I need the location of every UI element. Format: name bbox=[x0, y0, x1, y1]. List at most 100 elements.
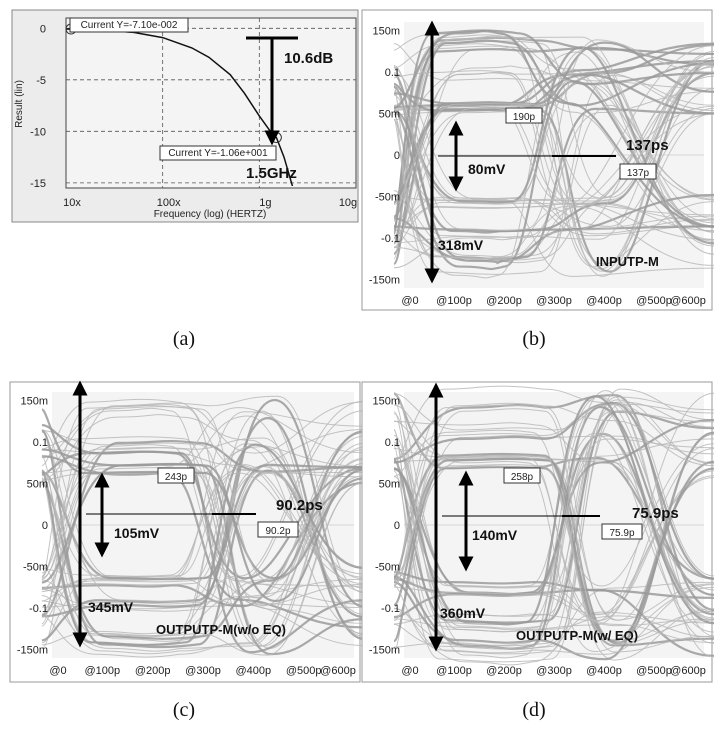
eye-xtick-label: @300p bbox=[536, 295, 572, 307]
panel-c-signal-name: OUTPUTP-M(w/o EQ) bbox=[156, 622, 286, 637]
eye-ytick-label: 0 bbox=[42, 520, 48, 532]
eye-xtick-label: @600p bbox=[320, 665, 356, 677]
panel-a-xtick-label: 10x bbox=[63, 197, 81, 209]
panel-a-ylabel: Result (lin) bbox=[14, 80, 25, 128]
eye-trace bbox=[393, 441, 715, 633]
panel-c-width-box-value: 90.2p bbox=[265, 526, 290, 537]
panel-b: 150m 0.1 50m 0 -50m -0.1 -150m @0 @100p @200p @30… bbox=[361, 9, 715, 311]
panel-c: 150m 0.1 50m 0 -50m -0.1 -150m @0 @100p @200p @30… bbox=[9, 380, 365, 683]
panel-a-y-ticks: 0 -5 -10 -15 bbox=[30, 23, 46, 190]
attenuation-label: 10.6dB bbox=[284, 50, 333, 67]
panel-b-crossing-box bbox=[505, 107, 543, 124]
eye-xtick-label: @300p bbox=[185, 665, 221, 677]
eye-trace bbox=[393, 403, 715, 595]
panel-a-x-ticks: 10x 100x 1g 10g bbox=[63, 197, 357, 209]
eye-trace bbox=[392, 465, 715, 647]
eye-ytick-label: -0.1 bbox=[381, 233, 400, 245]
eye-trace bbox=[41, 448, 365, 656]
eye-trace bbox=[393, 432, 715, 649]
caption-b: (b) bbox=[522, 328, 545, 350]
panel-b-x-ticks: @0 @100p @200p @300p @400p @500p@600p bbox=[401, 295, 705, 307]
eye-ytick-label: 0.1 bbox=[33, 437, 48, 449]
panel-a-ytick-label: -15 bbox=[30, 178, 46, 190]
panel-d-crossing-value: 258p bbox=[511, 472, 534, 483]
panel-a-xtick-label: 1g bbox=[259, 197, 271, 209]
panel-d-eye-height: 140mV bbox=[472, 527, 518, 543]
eye-ytick-label: 0 bbox=[394, 150, 400, 162]
eye-xtick-label: @100p bbox=[85, 665, 121, 677]
eye-ytick-label: -150m bbox=[369, 275, 400, 287]
eye-xtick-label: @0 bbox=[401, 665, 418, 677]
panel-a-plot-area bbox=[65, 17, 357, 189]
panel-b-width-box-value: 137p bbox=[627, 168, 650, 179]
panel-d-eye-traces bbox=[392, 385, 715, 666]
eye-xtick-label: @200p bbox=[486, 295, 522, 307]
eye-trace bbox=[40, 443, 365, 646]
panel-c-width-box bbox=[257, 521, 299, 538]
cursor-1: Current Y=-7.10e-002 bbox=[65, 17, 189, 35]
eye-ytick-label: -150m bbox=[369, 645, 400, 657]
panel-a-xlabel: Frequency (log) (HERTZ) bbox=[154, 209, 267, 220]
panel-d-x-ticks: @0 @100p @200p @300p @400p @500p@600p bbox=[401, 665, 705, 677]
panel-d-width-box-value: 75.9p bbox=[609, 528, 634, 539]
eye-trace bbox=[393, 392, 715, 588]
eye-xtick-label: @0 bbox=[49, 665, 66, 677]
eye-ytick-label: 0.1 bbox=[385, 67, 400, 79]
eye-xtick-label: @400p bbox=[586, 295, 622, 307]
eye-ytick-label: -50m bbox=[375, 192, 400, 204]
eye-xtick-label: @500p bbox=[286, 665, 322, 677]
panel-a-ytick-label: -10 bbox=[30, 126, 46, 138]
eye-trace bbox=[41, 465, 365, 593]
eye-trace bbox=[393, 410, 715, 629]
eye-ytick-label: -50m bbox=[375, 562, 400, 574]
eye-trace bbox=[41, 469, 365, 656]
panel-d-width-box bbox=[601, 523, 643, 540]
eye-xtick-label: @600p bbox=[670, 665, 706, 677]
eye-trace bbox=[393, 110, 715, 216]
eye-trace bbox=[41, 406, 365, 625]
eye-trace bbox=[393, 34, 715, 220]
frequency-label: 1.5GHz bbox=[246, 165, 297, 182]
eye-xtick-label: @500p bbox=[636, 665, 672, 677]
eye-xtick-label: @200p bbox=[135, 665, 171, 677]
panel-a: 0 -5 -10 -15 10x 100x 1g 10g Result (lin) Freq… bbox=[11, 9, 359, 223]
eye-xtick-label: @200p bbox=[486, 665, 522, 677]
panel-d: 150m 0.1 50m 0 -50m -0.1 -150m @0 @100p @200p @30… bbox=[361, 381, 715, 683]
eye-ytick-label: 150m bbox=[372, 25, 400, 37]
panel-c-eye-traces bbox=[40, 395, 365, 658]
eye-trace bbox=[41, 407, 365, 581]
caption-c: (c) bbox=[173, 699, 195, 721]
cursor-2-box bbox=[159, 145, 277, 161]
cursor-2-label: Current Y=-1.06e+001 bbox=[168, 148, 268, 159]
panel-c-y-ticks: 150m 0.1 50m 0 -50m -0.1 -150m bbox=[17, 395, 48, 656]
eye-trace bbox=[393, 399, 715, 617]
eye-trace bbox=[393, 402, 715, 586]
eye-ytick-label: -150m bbox=[17, 645, 48, 657]
eye-trace bbox=[41, 472, 365, 577]
panel-a-xtick-label: 100x bbox=[157, 197, 181, 209]
eye-xtick-label: @0 bbox=[401, 295, 418, 307]
panel-d-crossing-box bbox=[503, 467, 541, 484]
panel-d-signal-name: OUTPUTP-M(w/ EQ) bbox=[516, 628, 638, 643]
eye-trace bbox=[393, 85, 715, 234]
panel-d-y-ticks: 150m 0.1 50m 0 -50m -0.1 -150m bbox=[369, 395, 400, 656]
eye-trace bbox=[393, 404, 715, 658]
eye-trace bbox=[393, 408, 715, 653]
eye-xtick-label: @600p bbox=[670, 295, 706, 307]
panel-b-crossing-value: 190p bbox=[513, 112, 536, 123]
panel-c-x-ticks: @0 @100p @200p @300p @400p @500p@600p bbox=[49, 665, 355, 677]
panel-c-swing: 345mV bbox=[88, 599, 134, 615]
eye-trace bbox=[393, 37, 715, 277]
panel-b-eye-height: 80mV bbox=[468, 161, 506, 177]
eye-trace bbox=[393, 72, 715, 111]
panel-b-y-ticks: 150m 0.1 50m 0 -50m -0.1 -150m bbox=[369, 25, 400, 286]
panel-c-eye-height: 105mV bbox=[114, 525, 160, 541]
panel-b-width-box bbox=[619, 163, 657, 180]
eye-trace bbox=[393, 65, 715, 244]
eye-trace bbox=[393, 104, 715, 275]
eye-ytick-label: -0.1 bbox=[381, 603, 400, 615]
eye-ytick-label: 0 bbox=[394, 520, 400, 532]
eye-trace bbox=[393, 393, 715, 653]
eye-trace bbox=[393, 583, 715, 655]
